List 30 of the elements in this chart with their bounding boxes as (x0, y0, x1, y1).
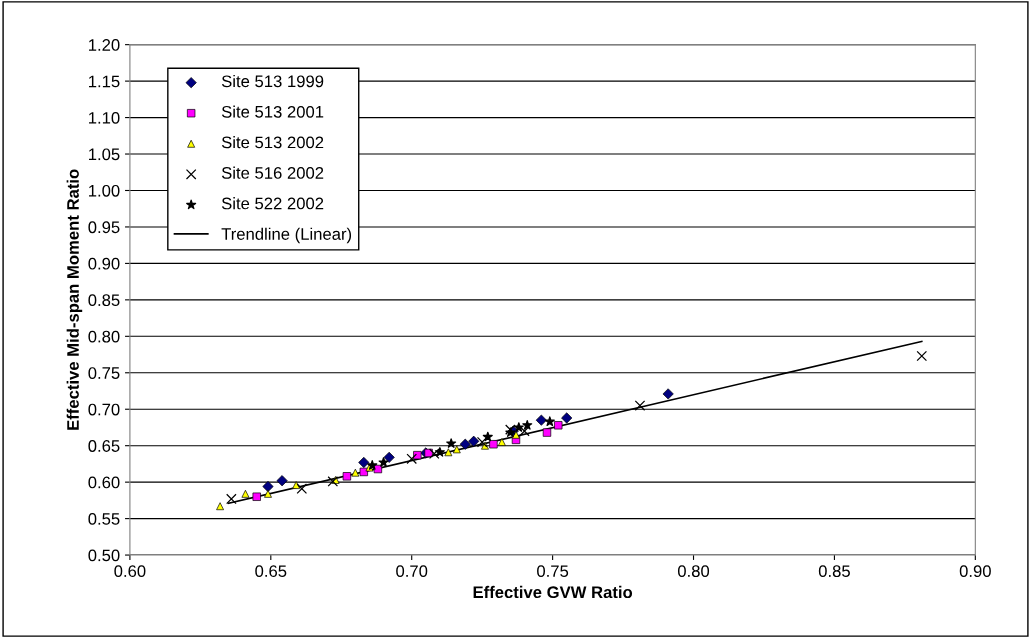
legend-label: Site 513 2002 (221, 136, 324, 149)
y-tick-label: 1.05 (89, 148, 120, 161)
x-axis-title: Effective GVW Ratio (473, 585, 633, 599)
y-tick-label: 0.95 (88, 221, 120, 234)
y-axis-title: Effective Mid-span Moment Ratio (66, 169, 83, 430)
y-tick-label: 1.20 (89, 39, 120, 51)
x-tick-label: 0.70 (396, 565, 428, 578)
x-tick-label: 0.80 (677, 565, 710, 578)
x-tick-label: 0.85 (818, 565, 850, 578)
y-tick-label: 0.55 (88, 513, 120, 525)
legend-label: Site 513 2001 (221, 105, 324, 118)
y-tick-label: 1.00 (89, 184, 120, 197)
x-tick-label: 0.75 (537, 565, 569, 578)
y-tick-label: 1.10 (89, 111, 120, 124)
legend-label: Trendline (Linear) (221, 227, 352, 244)
y-tick-label: 0.60 (88, 476, 120, 489)
y-tick-label: 0.75 (88, 367, 120, 379)
y-tick-label: 0.90 (88, 257, 120, 270)
y-tick-label: 0.85 (88, 294, 120, 307)
y-tick-label: 0.70 (88, 403, 120, 416)
y-tick-label: 0.80 (88, 330, 120, 343)
y-tick-label: 0.65 (88, 440, 120, 452)
legend-label: Site 513 1999 (221, 74, 324, 88)
y-tick-label: 1.15 (89, 75, 120, 88)
legend-label: Site 516 2002 (221, 166, 324, 179)
x-tick-label: 0.65 (255, 565, 287, 578)
x-tick-label: 0.90 (959, 565, 991, 578)
legend-label: Site 522 2002 (221, 197, 324, 210)
y-tick-label: 0.50 (88, 549, 120, 562)
x-tick-label: 0.60 (114, 565, 146, 578)
